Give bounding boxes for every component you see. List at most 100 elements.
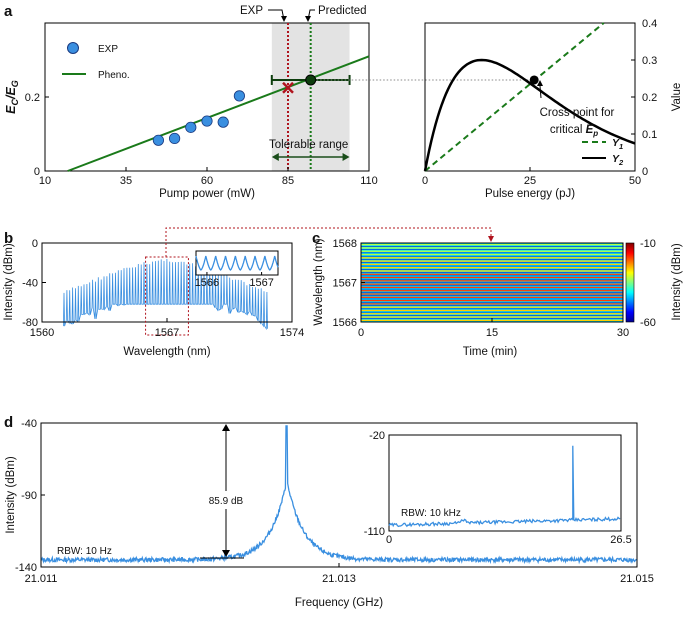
cross-annotation-line1: Cross point for <box>540 107 615 119</box>
annotation-predicted: Predicted <box>318 5 367 17</box>
inset-d-trace <box>388 445 621 528</box>
d-ytick-label: -40 <box>21 418 37 430</box>
exp-cross-marker <box>282 81 294 94</box>
heatmap-line-inner-1 <box>361 247 623 249</box>
heatmap-line-inner-13 <box>361 286 623 289</box>
snr-arrowhead-bottom <box>222 550 230 557</box>
colorbar <box>625 242 635 323</box>
x-axis-label-c: Time (min) <box>463 346 518 358</box>
inset-rbw-label: RBW: 10 kHz <box>401 508 461 519</box>
d-inset-xtick-label: 26.5 <box>610 534 631 546</box>
heatmap-line-inner-14 <box>361 290 623 292</box>
c-xtick-label: 0 <box>358 327 364 339</box>
heatmap-line-inner-17 <box>361 299 623 302</box>
d-ytick-label: -140 <box>15 562 37 574</box>
x-axis-label-b: Wavelength (nm) <box>123 346 210 358</box>
y1-line <box>424 22 605 172</box>
snr-arrowhead-top <box>222 424 230 431</box>
b-inset-xtick-label: 1566 <box>195 277 219 289</box>
d-inset-ytick-label: -20 <box>369 430 385 442</box>
a-right-xtick-label: 25 <box>524 175 536 187</box>
beat-spectrum-trace <box>40 425 637 565</box>
b-ytick-label: 0 <box>32 238 38 250</box>
heatmap-line-inner-9 <box>361 273 623 275</box>
snr-label-bg <box>202 491 250 509</box>
d-inset-ytick-label: -110 <box>364 526 385 538</box>
annotation-exp: EXP <box>240 5 263 17</box>
c-xtick-label: 30 <box>617 327 629 339</box>
a-left-ytick-label: 0.2 <box>25 92 40 104</box>
panel-a-left-chart: 10 35 60 85 110 0 0.2 EXP Pheno. EXP Predicted… <box>4 5 378 200</box>
x-axis-label-a-right: Pulse energy (pJ) <box>485 188 575 200</box>
a-right-ytick-label: 0.3 <box>642 55 657 67</box>
heatmap-line-inner-5 <box>361 260 623 262</box>
predicted-point <box>305 74 317 86</box>
d-xtick-label: 21.013 <box>322 573 356 585</box>
exp-point-3 <box>201 115 213 127</box>
tolerable-arrowhead-right <box>342 153 350 161</box>
panel-d-chart: 85.9 dB RBW: 10 Hz RBW: 10 kHz 21.011 21.… <box>5 418 654 609</box>
pheno-line <box>67 55 370 172</box>
y-axis-label-c: Wavelength (nm) <box>313 238 325 325</box>
tolerable-range-arrow <box>271 153 350 161</box>
y-axis-label-b: Intensity (dBm) <box>3 243 15 320</box>
b-ytick-label: -40 <box>22 278 38 290</box>
exp-point-2 <box>185 121 197 133</box>
predicted-arrowhead <box>305 16 311 22</box>
heatmap-line-inner-15 <box>361 293 623 295</box>
inset-d-frame <box>388 434 622 532</box>
d-xtick-label: 21.011 <box>25 573 58 585</box>
heatmap-line-inner-22 <box>361 316 623 318</box>
heatmap-line-inner-6 <box>361 263 623 266</box>
heatmap-line-inner-3 <box>361 253 623 256</box>
legend-y1-label: Y1 <box>612 137 623 151</box>
a-right-ytick-label: 0.1 <box>642 129 657 141</box>
panel-c-chart: 0 15 30 1566 1567 1568 -10 -60 Time (min) Wavel… <box>313 238 683 358</box>
colorbar-label: Intensity (dBm) <box>671 243 683 320</box>
b-xtick-label: 1574 <box>280 327 304 339</box>
panel-label-b: b <box>4 230 13 247</box>
c-xtick-label: 15 <box>486 327 498 339</box>
panel-a-right-frame <box>424 22 636 172</box>
a-left-xtick-label: 60 <box>201 175 213 187</box>
heatmap-line-inner-8 <box>361 270 623 272</box>
heatmap-line-inner-0 <box>361 243 623 246</box>
legend-pheno-label: Pheno. <box>98 70 130 81</box>
colorbar-tick-label: -60 <box>640 317 656 329</box>
heatmap-line-inner-4 <box>361 257 623 259</box>
a-right-ytick-label: 0.4 <box>642 18 657 30</box>
panel-b-chart: 1560 1567 1574 -80 -40 0 1566 1567 Wavelength (… <box>3 238 304 358</box>
b-ytick-label: -80 <box>22 317 38 329</box>
b-to-c-arrowhead <box>488 236 494 242</box>
d-ytick-label: -90 <box>21 490 37 502</box>
heatmap-line-inner-16 <box>361 296 623 298</box>
exp-point-4 <box>217 116 229 128</box>
cross-point <box>529 75 539 85</box>
a-left-xtick-label: 110 <box>360 175 378 187</box>
exp-arrowhead <box>281 16 287 22</box>
heatmap-line-inner-20 <box>361 309 623 312</box>
cross-stroke-2 <box>282 81 294 94</box>
a-right-xtick-label: 50 <box>629 175 641 187</box>
c-ytick-label: 1566 <box>333 317 357 329</box>
d-xtick-label: 21.015 <box>620 573 654 585</box>
exp-point-0 <box>152 134 164 146</box>
legend-y2-label: Y2 <box>612 153 624 167</box>
snr-label: 85.9 dB <box>209 496 244 507</box>
annotation-tolerable-range: Tolerable range <box>269 139 348 151</box>
a-left-xtick-label: 10 <box>39 175 51 187</box>
panel-label-a: a <box>4 3 13 20</box>
cross-annotation-line2: critical Ep <box>550 124 598 138</box>
heatmap-line-inner-18 <box>361 303 623 305</box>
y2-curve <box>423 58 636 172</box>
exp-arrow <box>268 9 285 21</box>
heatmap-line-inner-2 <box>361 250 623 252</box>
cross-arrowhead <box>537 80 543 86</box>
y-axis-label-d: Intensity (dBm) <box>5 456 17 533</box>
panel-label-d: d <box>4 414 13 431</box>
legend-exp-label: EXP <box>98 44 118 55</box>
a-right-ytick-label: 0 <box>642 166 648 178</box>
a-right-ytick-label: 0.2 <box>642 92 657 104</box>
heatmap-line-inner-21 <box>361 313 623 315</box>
